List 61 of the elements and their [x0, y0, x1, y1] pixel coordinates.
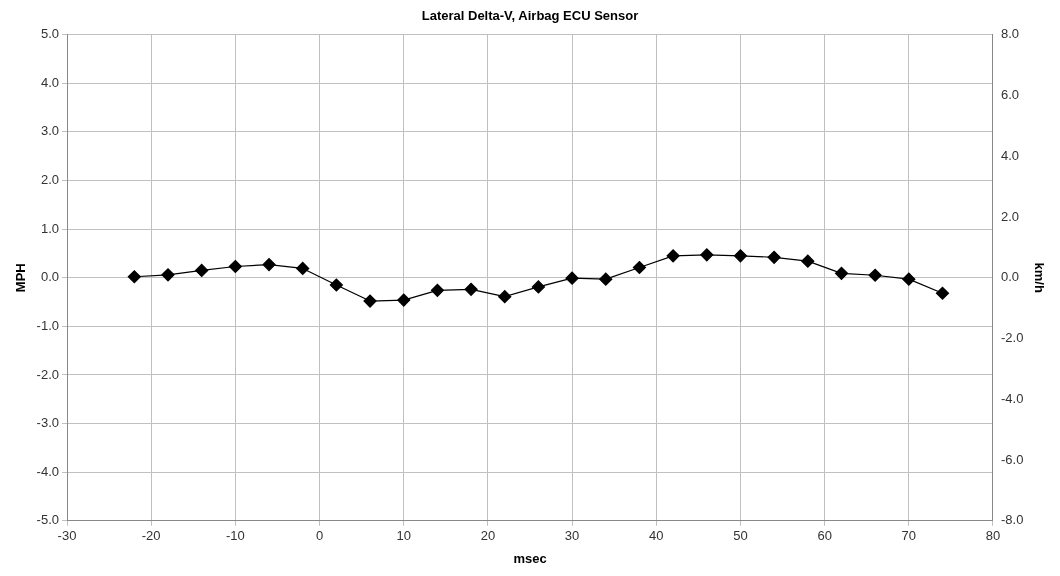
x-tick-label: 20: [480, 528, 496, 544]
point: [935, 286, 950, 300]
x-tick-label: 10: [396, 528, 411, 544]
x-tick-label: -20: [141, 528, 161, 544]
point: [329, 278, 343, 292]
y-tick-label: -4.0: [36, 463, 59, 479]
chart-title: Lateral Delta-V, Airbag ECU Sensor: [421, 8, 639, 24]
y2-tick-label: 4.0: [1001, 147, 1020, 163]
x-tick-label: 50: [733, 528, 748, 544]
y2-tick-label: -4.0: [1001, 390, 1024, 406]
y2-tick-label: 6.0: [1001, 86, 1020, 102]
y2-tick-label: -6.0: [1001, 451, 1024, 467]
y-tick-label: 2.0: [40, 172, 59, 188]
point: [565, 271, 579, 285]
x-tick-label: 0: [315, 528, 324, 544]
point: [868, 268, 882, 282]
y-tick-label: -1.0: [36, 317, 59, 333]
y-tick-label: -2.0: [36, 366, 59, 382]
y2-tick-label: 2.0: [1001, 208, 1020, 224]
point: [801, 254, 815, 268]
y2-tick-label: 8.0: [1001, 26, 1020, 42]
point: [531, 280, 546, 294]
y-tick-label: 5.0: [40, 26, 59, 42]
point: [632, 260, 647, 275]
point: [127, 270, 141, 284]
point: [902, 272, 916, 286]
point: [430, 283, 444, 297]
point: [498, 290, 512, 304]
y-tick-label: -3.0: [36, 415, 59, 431]
x-tick-label: -30: [57, 528, 77, 544]
point: [195, 263, 209, 278]
x-tick-label: 80: [985, 528, 1001, 544]
point: [397, 293, 411, 307]
point: [296, 261, 310, 276]
y-tick-label: 1.0: [40, 220, 59, 236]
point: [228, 259, 242, 274]
point: [464, 282, 478, 296]
y-tick-label: 4.0: [40, 74, 59, 90]
point: [700, 248, 714, 262]
point: [599, 272, 613, 286]
x-tick-label: 70: [901, 528, 917, 544]
y-tick-label: 0.0: [40, 269, 59, 285]
y2-axis-title: km/h: [1031, 262, 1047, 293]
y-axis-title: MPH: [13, 263, 29, 293]
x-tick-label: 60: [817, 528, 832, 544]
y2-tick-label: -8.0: [1001, 512, 1024, 528]
y2-tick-label: -2.0: [1001, 330, 1024, 346]
point: [733, 249, 748, 263]
point: [834, 266, 849, 280]
point: [363, 294, 377, 308]
y-tick-label: -5.0: [36, 512, 59, 528]
point: [767, 250, 781, 264]
x-tick-label: 40: [649, 528, 664, 544]
point: [666, 249, 680, 263]
x-axis-title: msec: [513, 550, 547, 566]
y-tick-label: 3.0: [40, 123, 59, 139]
point: [161, 268, 175, 282]
y2-tick-label: 0.0: [1001, 269, 1020, 285]
x-tick-label: 30: [564, 528, 580, 544]
point: [262, 257, 276, 272]
x-tick-label: -10: [225, 528, 245, 544]
